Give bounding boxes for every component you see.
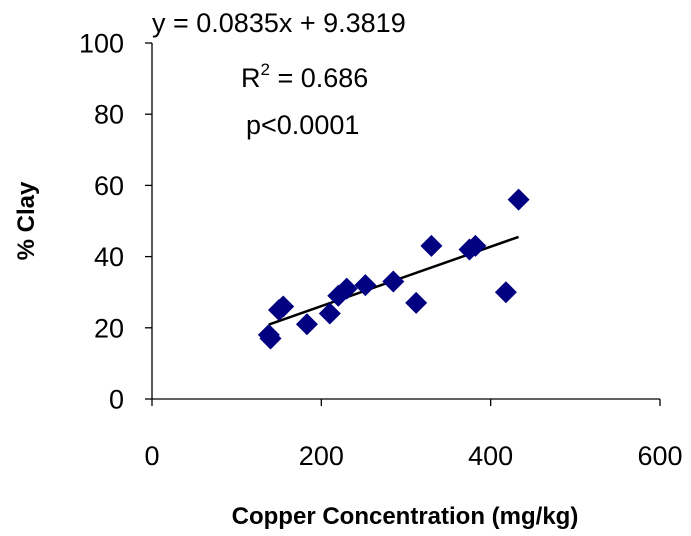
- p-value-annotation: p<0.0001: [246, 110, 359, 140]
- data-point: [420, 234, 443, 257]
- data-point: [382, 270, 405, 293]
- equation-annotation: y = 0.0835x + 9.3819: [152, 8, 406, 38]
- data-point: [354, 274, 377, 297]
- axes: [145, 42, 661, 406]
- data-point: [507, 188, 530, 211]
- data-point: [335, 277, 358, 300]
- data-point: [494, 281, 517, 304]
- y-tick-labels: 0 20 40 60 80 100: [79, 29, 124, 415]
- x-tick-label: 200: [299, 441, 344, 471]
- y-tick-label: 40: [94, 242, 124, 272]
- y-tick-label: 100: [79, 29, 124, 59]
- data-point: [464, 234, 487, 257]
- x-tick-label: 0: [144, 441, 159, 471]
- x-tick-labels: 0 200 400 600: [144, 441, 682, 471]
- data-points: [257, 188, 530, 350]
- x-tick-label: 600: [637, 441, 682, 471]
- y-axis-title: % Clay: [13, 181, 40, 260]
- data-point: [318, 302, 341, 325]
- y-tick-label: 60: [94, 171, 124, 201]
- y-tick-label: 0: [109, 385, 124, 415]
- y-tick-label: 20: [94, 313, 124, 343]
- data-point: [405, 291, 428, 314]
- data-point: [272, 295, 295, 318]
- y-tick-label: 80: [94, 100, 124, 130]
- x-tick-label: 400: [468, 441, 513, 471]
- data-point: [259, 327, 282, 350]
- x-axis-title: Copper Concentration (mg/kg): [232, 503, 579, 530]
- data-point: [295, 313, 318, 336]
- r-squared-annotation: R2 = 0.686: [241, 60, 368, 93]
